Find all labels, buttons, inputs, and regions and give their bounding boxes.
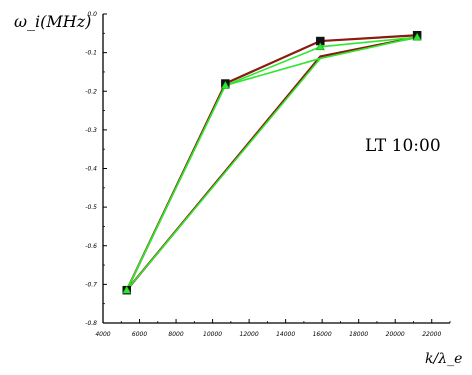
- axes: 0.0 -0.1 -0.2 -0.3 -0.4 -0.5 -0.6 -0.7 -0.8 4000 6…: [85, 11, 451, 338]
- x-tick-label: 18000: [349, 331, 368, 338]
- x-tick-label: 22000: [422, 331, 441, 338]
- y-tick-label: -0.3: [85, 127, 97, 134]
- data-point-triangle: [412, 32, 422, 41]
- series-line-3: [126, 36, 418, 291]
- y-tick-label: -0.5: [85, 204, 97, 211]
- series-layer: [125, 34, 418, 291]
- y-axis-label: ω_i(MHz): [14, 12, 91, 31]
- x-tick-label: 16000: [313, 331, 332, 338]
- y-tick-label: -0.4: [85, 166, 97, 173]
- data-point-triangle: [122, 285, 132, 294]
- series-line-2: [126, 36, 418, 291]
- series-line-0: [125, 34, 418, 291]
- y-tick-label: -0.7: [85, 281, 97, 288]
- y-tick-label: -0.1: [85, 50, 97, 57]
- y-tick-label: -0.8: [85, 320, 97, 327]
- y-tick-label: 0.0: [87, 11, 97, 18]
- y-tick-label: -0.6: [85, 243, 97, 250]
- y-tick-label: -0.2: [85, 88, 97, 95]
- x-tick-label: 20000: [386, 331, 405, 338]
- x-tick-label: 10000: [203, 331, 222, 338]
- x-tick-label: 14000: [276, 331, 295, 338]
- x-tick-label: 8000: [168, 331, 183, 338]
- x-axis-label: k/λ_e: [425, 351, 462, 367]
- x-tick-label: 4000: [95, 331, 110, 338]
- marker-layer: [122, 30, 422, 295]
- series-line-4: [126, 57, 321, 291]
- series-line-1: [125, 36, 418, 291]
- x-tick-label: 12000: [240, 331, 259, 338]
- annotation-label: LT 10:00: [365, 136, 441, 156]
- x-tick-label: 6000: [132, 331, 147, 338]
- data-point-triangle: [315, 42, 325, 51]
- data-point-triangle: [220, 80, 230, 89]
